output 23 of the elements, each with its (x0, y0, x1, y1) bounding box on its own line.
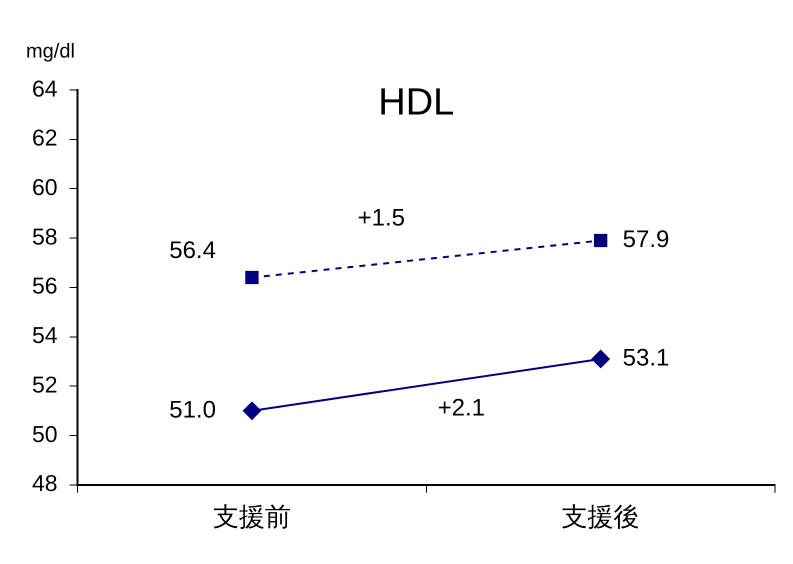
point (594, 234, 608, 248)
chart-title: HDL (378, 81, 454, 124)
y-tick-label: 58 (32, 223, 58, 250)
point (242, 402, 261, 420)
data-label: 51.0 (169, 396, 216, 424)
y-axis-title: mg/dl (26, 40, 75, 63)
y-tick-label: 56 (32, 272, 58, 299)
y-tick-label: 52 (32, 371, 58, 398)
data-label: 53.1 (622, 344, 670, 372)
y-tick-label: 54 (32, 322, 58, 348)
x-tick-label: 支援後 (562, 502, 640, 532)
data-label: 57.9 (622, 226, 670, 254)
annotation: +1.5 (358, 204, 405, 232)
y-tick-label: 48 (32, 470, 58, 496)
data-label: 56.4 (169, 237, 216, 264)
y-tick-label: 50 (32, 420, 58, 447)
y-tick-label: 64 (32, 75, 58, 102)
x-tick-label: 支援前 (212, 502, 291, 532)
y-tick-label: 60 (32, 174, 58, 200)
annotation: +2.1 (438, 394, 485, 422)
y-tick-label: 62 (32, 124, 58, 151)
point (592, 350, 610, 368)
point (245, 270, 259, 284)
